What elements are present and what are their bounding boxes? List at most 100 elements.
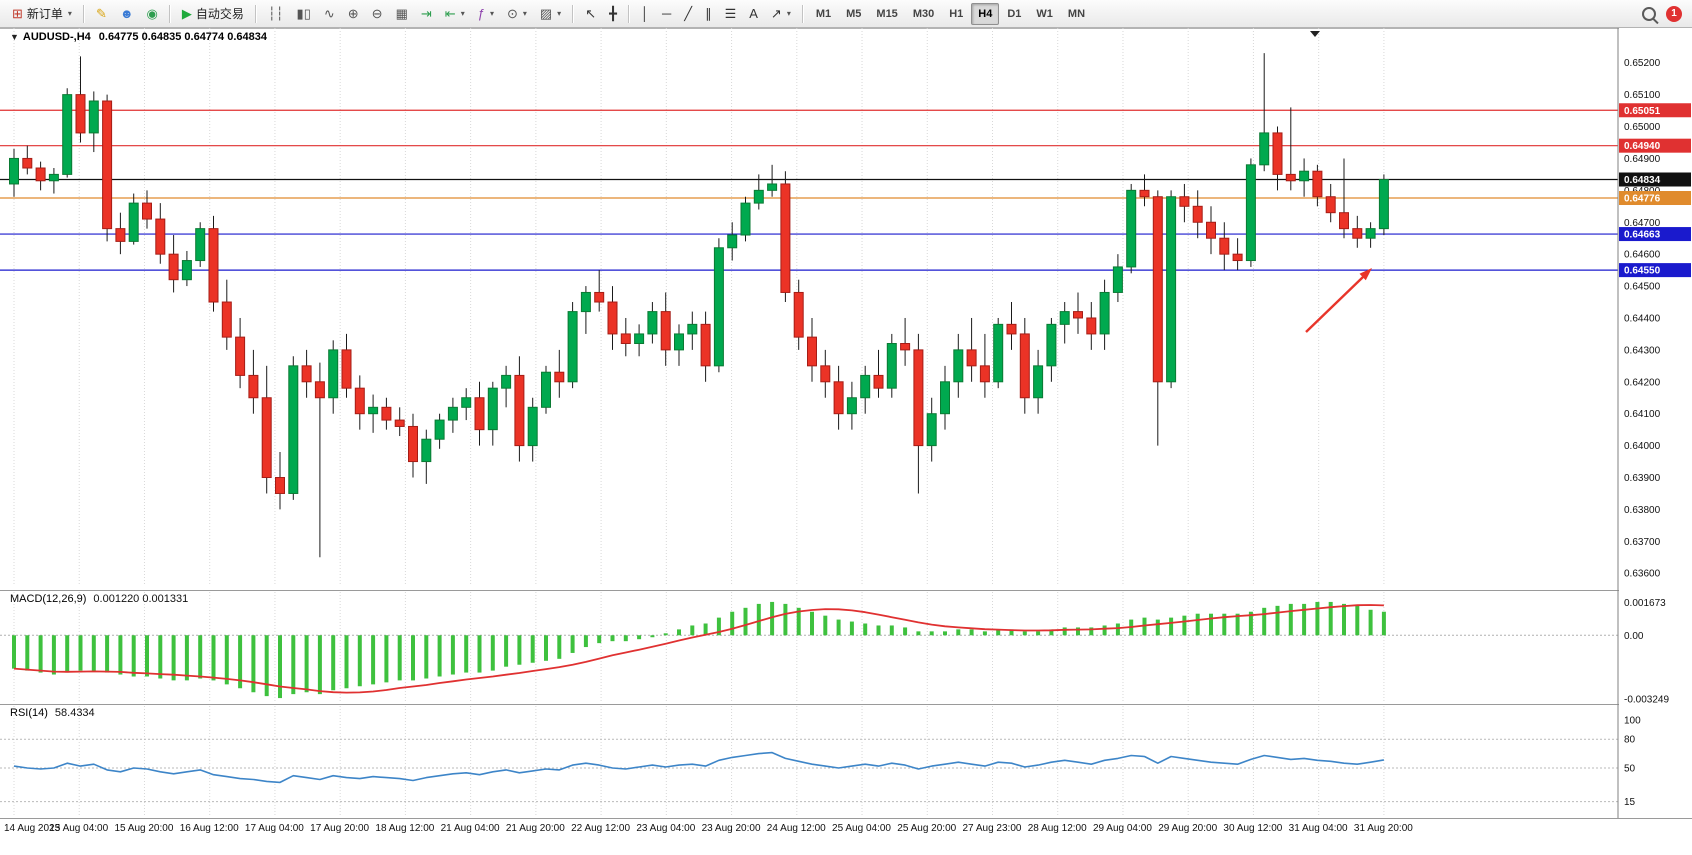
price-tick-label: 0.63600	[1624, 569, 1661, 580]
rsi-line	[13, 751, 1385, 784]
candle-body	[594, 291, 605, 303]
candle-body	[1073, 311, 1083, 319]
arrows-button[interactable]: ↗ ▾	[765, 2, 797, 26]
indicators-button[interactable]: ƒ ▾	[472, 2, 500, 26]
candle-body	[9, 157, 19, 185]
text-button[interactable]: A	[743, 2, 764, 26]
scroll-position-icon[interactable]	[1310, 31, 1320, 37]
zoom-out-button[interactable]: ⊖	[366, 2, 389, 26]
toolbar-right: 1	[1642, 5, 1686, 22]
candle-body	[740, 202, 751, 236]
annotation-arrow-line[interactable]	[1305, 276, 1364, 333]
time-label: 24 Aug 12:00	[766, 823, 826, 834]
candle-body	[1139, 189, 1150, 198]
candle-body	[979, 365, 990, 383]
price-tag-0.64663	[1619, 227, 1691, 242]
metaeditor-button[interactable]: ✎	[90, 2, 113, 26]
vertical-line-button[interactable]: │	[635, 2, 655, 26]
zoom-in-button[interactable]: ⊕	[342, 2, 365, 26]
timeframe-m30-button[interactable]: M30	[912, 7, 935, 20]
horizontal-line-button[interactable]: ─	[656, 2, 677, 26]
macd-indicator-header: MACD(12,26,9) 0.001220 0.001331	[10, 593, 188, 605]
templates-button[interactable]: ▨ ▾	[534, 2, 567, 26]
candle-body	[128, 202, 139, 242]
channel-button[interactable]: ∥	[699, 2, 718, 26]
chart-shift-dropdown-icon[interactable]: ▾	[460, 9, 465, 18]
zoom-in-icon: ⊕	[347, 6, 359, 21]
candle-body	[514, 374, 525, 447]
price-tick-label: 0.64100	[1624, 409, 1661, 420]
chart-bars-button[interactable]: ┆┆	[262, 2, 290, 26]
time-label: 21 Aug 04:00	[440, 823, 500, 834]
candle-body	[168, 253, 179, 281]
candle-body	[807, 336, 817, 367]
timeframe-w1-button[interactable]: W1	[1036, 7, 1053, 20]
auto-scroll-icon: ⇥	[420, 6, 432, 21]
price-tag-label: 0.65051	[1624, 106, 1661, 117]
macd-axis-label: -0.003249	[1624, 695, 1669, 704]
price-tick-label: 0.63800	[1624, 505, 1661, 516]
fibonacci-icon: ☰	[724, 6, 737, 21]
price-tag-0.64940	[1619, 138, 1691, 153]
periods-dropdown-icon[interactable]: ▾	[522, 9, 527, 18]
candle-body	[221, 301, 232, 338]
time-label: 18 Aug 12:00	[375, 823, 435, 834]
rsi-panel[interactable]: 100 80 50 15	[0, 704, 1692, 818]
search-icon[interactable]	[1642, 6, 1656, 21]
candle-body	[1365, 228, 1376, 239]
templates-dropdown-icon[interactable]: ▾	[557, 9, 562, 18]
chart-symbol: AUDUSD-,H4	[22, 31, 91, 43]
candle-body	[580, 291, 591, 313]
time-label: 17 Aug 20:00	[310, 823, 370, 834]
candle-body	[1378, 178, 1389, 230]
periods-button[interactable]: ⊙ ▾	[501, 2, 533, 26]
metaeditor-icon: ✎	[95, 6, 107, 21]
candle-body	[793, 291, 804, 338]
chart-shift-button[interactable]: ⇤ ▾	[439, 2, 471, 26]
candle-body	[567, 311, 578, 383]
cursor-button[interactable]: ↖	[579, 2, 602, 26]
candle-body	[913, 349, 924, 447]
indicators-dropdown-icon[interactable]: ▾	[489, 9, 494, 18]
candle-body	[248, 374, 259, 399]
autotrading-button[interactable]: ▶ 自动交易	[176, 2, 250, 26]
community-button[interactable]: ☻	[114, 2, 140, 26]
timeframe-d1-button[interactable]: D1	[1007, 7, 1022, 20]
candle-body	[926, 413, 937, 447]
annotation-arrow-head[interactable]	[1359, 268, 1373, 281]
candle-body	[1192, 205, 1203, 223]
chart-candles-button[interactable]: ▮▯	[291, 2, 317, 26]
time-label: 15 Aug 04:00	[49, 823, 109, 834]
auto-scroll-button[interactable]: ⇥	[415, 2, 438, 26]
trendline-button[interactable]: ╱	[678, 2, 698, 26]
arrows-dropdown-icon[interactable]: ▾	[786, 9, 791, 18]
price-chart-panel[interactable]: 0.652000.651000.650000.649000.648000.647…	[0, 28, 1692, 590]
candle-body	[394, 419, 405, 427]
macd-panel[interactable]: 0.001673 0.00 -0.003249	[0, 590, 1692, 704]
crosshair-button[interactable]: ╋	[603, 2, 623, 26]
notification-badge[interactable]: 1	[1666, 5, 1682, 22]
candle-body	[1179, 196, 1190, 207]
candle-body	[62, 94, 73, 175]
price-tick-label: 0.64900	[1624, 154, 1661, 165]
chart-ohlc-values: 0.64775 0.64835 0.64774 0.64834	[98, 31, 267, 43]
new-order-dropdown-icon[interactable]: ▾	[67, 9, 72, 18]
candle-body	[1019, 333, 1030, 399]
indicators-icon: ƒ	[477, 6, 485, 21]
price-tick-label: 0.63900	[1624, 473, 1661, 484]
timeframe-m15-button[interactable]: M15	[876, 7, 898, 20]
chart-line-button[interactable]: ∿	[318, 2, 341, 26]
price-axis-background	[1619, 28, 1692, 590]
chart-bars-icon: ┆┆	[267, 6, 284, 21]
timeframe-mn-button[interactable]: MN	[1067, 7, 1086, 20]
time-axis[interactable]: 14 Aug 2023 15 Aug 04:00 15 Aug 20:00 16 Au…	[0, 818, 1692, 845]
chart-menu-icon[interactable]: ▼	[10, 32, 19, 42]
tile-windows-button[interactable]: ▦	[390, 2, 414, 26]
timeframe-h4-button[interactable]: H4	[971, 2, 1000, 25]
fibonacci-button[interactable]: ☰	[719, 2, 743, 26]
new-order-button[interactable]: ⊞ 新订单 ▾	[6, 2, 78, 26]
support-button[interactable]: ◉	[141, 2, 164, 26]
timeframe-h1-button[interactable]: H1	[949, 7, 964, 20]
timeframe-m1-button[interactable]: M1	[815, 7, 832, 20]
timeframe-m5-button[interactable]: M5	[846, 7, 862, 20]
